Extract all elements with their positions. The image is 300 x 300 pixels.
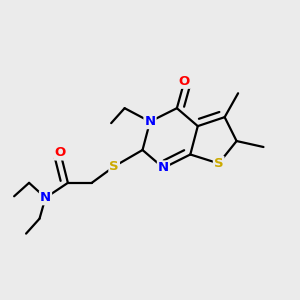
Text: N: N (144, 115, 156, 128)
Text: O: O (55, 146, 66, 160)
Text: N: N (158, 161, 169, 174)
Text: S: S (110, 160, 119, 173)
Text: S: S (214, 157, 224, 170)
Text: N: N (40, 191, 51, 204)
Text: O: O (179, 75, 190, 88)
